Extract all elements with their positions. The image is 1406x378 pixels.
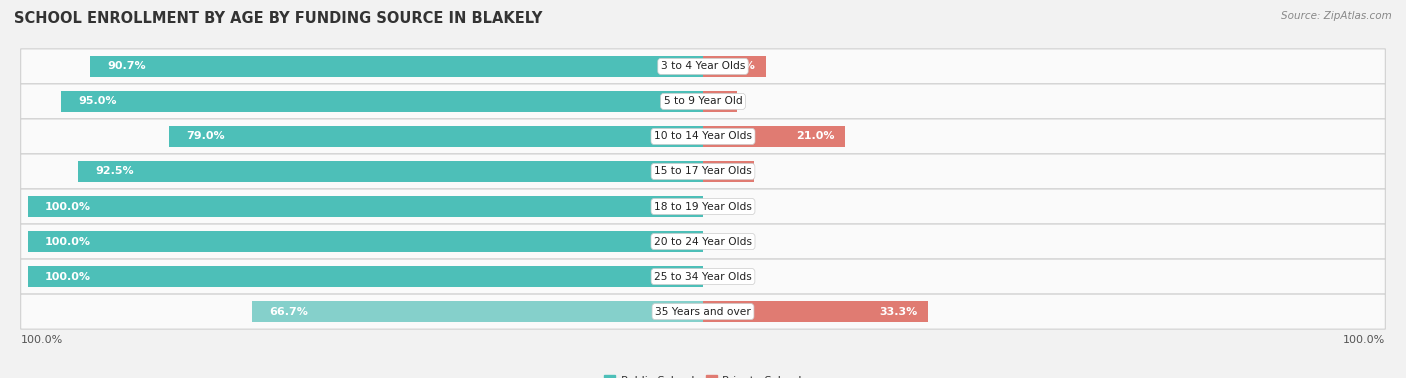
Bar [703, 91, 737, 112]
Bar [28, 231, 703, 253]
Text: 5.0%: 5.0% [696, 96, 727, 107]
Text: 18 to 19 Year Olds: 18 to 19 Year Olds [654, 201, 752, 212]
Text: SCHOOL ENROLLMENT BY AGE BY FUNDING SOURCE IN BLAKELY: SCHOOL ENROLLMENT BY AGE BY FUNDING SOUR… [14, 11, 543, 26]
Text: 15 to 17 Year Olds: 15 to 17 Year Olds [654, 166, 752, 177]
Text: 7.5%: 7.5% [713, 166, 744, 177]
Text: 9.3%: 9.3% [725, 61, 755, 71]
FancyBboxPatch shape [21, 189, 1385, 224]
Text: 35 Years and over: 35 Years and over [655, 307, 751, 317]
Bar [28, 196, 703, 217]
Text: 90.7%: 90.7% [107, 61, 146, 71]
Text: 0.0%: 0.0% [713, 201, 744, 212]
Bar [90, 56, 703, 77]
Text: 25 to 34 Year Olds: 25 to 34 Year Olds [654, 271, 752, 282]
FancyBboxPatch shape [21, 259, 1385, 294]
Bar [62, 91, 703, 112]
Bar [169, 125, 703, 147]
Bar [28, 266, 703, 287]
Bar [703, 161, 754, 182]
Text: 21.0%: 21.0% [796, 132, 835, 141]
Text: 79.0%: 79.0% [186, 132, 225, 141]
Text: 10 to 14 Year Olds: 10 to 14 Year Olds [654, 132, 752, 141]
Bar [253, 301, 703, 322]
Bar [703, 125, 845, 147]
Text: 100.0%: 100.0% [21, 335, 63, 345]
Bar [79, 161, 703, 182]
Bar [703, 301, 928, 322]
Text: 5 to 9 Year Old: 5 to 9 Year Old [664, 96, 742, 107]
Text: 33.3%: 33.3% [880, 307, 918, 317]
Text: 100.0%: 100.0% [45, 237, 90, 246]
Text: 0.0%: 0.0% [713, 237, 744, 246]
FancyBboxPatch shape [21, 154, 1385, 189]
Text: 92.5%: 92.5% [96, 166, 134, 177]
Bar [703, 56, 766, 77]
Legend: Public School, Private School: Public School, Private School [600, 371, 806, 378]
Text: 100.0%: 100.0% [45, 201, 90, 212]
FancyBboxPatch shape [21, 294, 1385, 329]
Text: 95.0%: 95.0% [79, 96, 117, 107]
Text: 3 to 4 Year Olds: 3 to 4 Year Olds [661, 61, 745, 71]
FancyBboxPatch shape [21, 84, 1385, 119]
Text: 100.0%: 100.0% [45, 271, 90, 282]
Text: 66.7%: 66.7% [270, 307, 308, 317]
FancyBboxPatch shape [21, 49, 1385, 84]
Text: Source: ZipAtlas.com: Source: ZipAtlas.com [1281, 11, 1392, 21]
Text: 0.0%: 0.0% [713, 271, 744, 282]
FancyBboxPatch shape [21, 224, 1385, 259]
Text: 20 to 24 Year Olds: 20 to 24 Year Olds [654, 237, 752, 246]
FancyBboxPatch shape [21, 119, 1385, 154]
Text: 100.0%: 100.0% [1343, 335, 1385, 345]
